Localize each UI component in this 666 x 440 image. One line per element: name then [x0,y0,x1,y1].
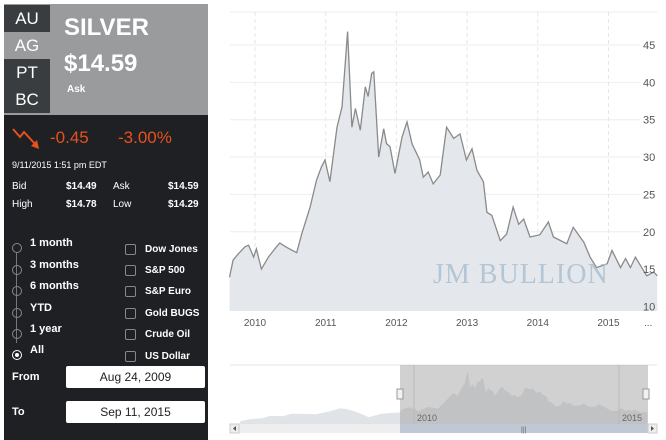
compare-label[interactable]: Gold BUGS [145,308,200,319]
x-tick-label: ... [644,318,652,329]
navigator[interactable]: 2010 2015 ||| [229,364,658,434]
change-percent: -3.00% [118,128,172,147]
navigator-selection[interactable] [400,365,648,424]
metal-header: AU AG PT BC SILVER $14.59 Ask [4,4,208,115]
compare-checkbox-us-dollar[interactable] [125,351,136,362]
compare-label[interactable]: S&P Euro [145,286,191,297]
navigator-series [240,371,648,424]
compare-checkbox-sp500[interactable] [125,265,136,276]
metal-name: SILVER [64,14,149,41]
range-radio-3-months[interactable] [12,265,22,275]
ask-value: $14.59 [168,181,199,192]
range-radio-1-year[interactable] [12,329,22,339]
range-connector [16,253,17,343]
y-tick-label: 20 [643,227,655,239]
bid-label: Bid [12,181,27,192]
x-tick-label: 2013 [456,318,479,329]
tab-pt[interactable]: PT [4,59,50,86]
low-value: $14.29 [168,199,199,210]
compare-checkbox-dow-jones[interactable] [125,244,136,255]
x-tick-label: 2012 [385,318,408,329]
range-label[interactable]: 1 year [30,323,62,335]
navigator-tick-label: 2015 [622,413,642,423]
range-label[interactable]: YTD [30,302,52,314]
compare-label[interactable]: Crude Oil [145,329,191,340]
scrollbar-thumb[interactable] [400,424,648,433]
ask-label: Ask [113,181,130,192]
scrollbar-grip-icon: ||| [521,427,527,434]
scroll-left-button[interactable] [229,423,240,434]
high-label: High [12,199,33,210]
scrollbar-track[interactable] [230,424,657,433]
from-date-input[interactable]: Aug 24, 2009 [66,366,205,388]
x-tick-label: 2014 [527,318,550,329]
price-value: $14.59 [64,50,138,77]
high-value: $14.78 [66,199,97,210]
scroll-right-button[interactable] [647,423,658,434]
navigator-handle[interactable] [642,388,650,400]
compare-label[interactable]: Dow Jones [145,244,198,255]
y-tick-label: 10 [643,301,655,313]
to-label: To [12,406,25,418]
arrow-left-icon [233,426,236,431]
y-tick-label: 30 [643,152,655,164]
range-radio-1-month[interactable] [12,243,22,253]
bid-value: $14.49 [66,181,97,192]
x-tick-label: 2010 [244,318,267,329]
compare-label[interactable]: US Dollar [145,351,191,362]
y-tick-label: 35 [643,115,655,127]
x-tick-label: 2015 [597,318,620,329]
range-radio-6-months[interactable] [12,286,22,296]
range-label[interactable]: All [30,344,45,356]
y-tick-label: 15 [643,264,655,276]
tab-au[interactable]: AU [4,5,50,32]
change-value: -0.45 [50,128,89,147]
range-label[interactable]: 1 month [30,237,73,249]
range-radio-ytd[interactable] [12,308,22,318]
compare-checkbox-gold-bugs[interactable] [125,308,136,319]
tab-ag[interactable]: AG [4,32,50,59]
navigator-handle[interactable] [396,388,404,400]
compare-checkbox-crude-oil[interactable] [125,329,136,340]
navigator-tick-label: 2010 [417,413,437,423]
left-panel: AU AG PT BC SILVER $14.59 Ask -0.45 -3.0… [4,4,208,440]
price-line [228,31,658,278]
y-tick-label: 40 [643,77,655,89]
y-tick-label: 25 [643,189,655,201]
to-date-input[interactable]: Sep 11, 2015 [66,401,205,423]
x-tick-label: 2011 [315,318,337,329]
low-label: Low [113,199,132,210]
watermark-logo: JM BULLION [433,259,609,290]
compare-label[interactable]: S&P 500 [145,265,185,276]
price-label: Ask [67,84,86,95]
compare-checkbox-sp-euro[interactable] [125,286,136,297]
tab-bc[interactable]: BC [4,86,50,113]
timestamp: 9/11/2015 1:51 pm EDT [12,160,107,170]
trend-down-icon [12,128,39,149]
range-label[interactable]: 6 months [30,280,79,292]
price-area [229,31,658,311]
range-radio-all[interactable] [12,350,22,360]
range-label[interactable]: 3 months [30,259,79,271]
from-label: From [12,371,40,383]
arrow-right-icon [651,426,654,431]
y-tick-label: 45 [643,40,655,52]
